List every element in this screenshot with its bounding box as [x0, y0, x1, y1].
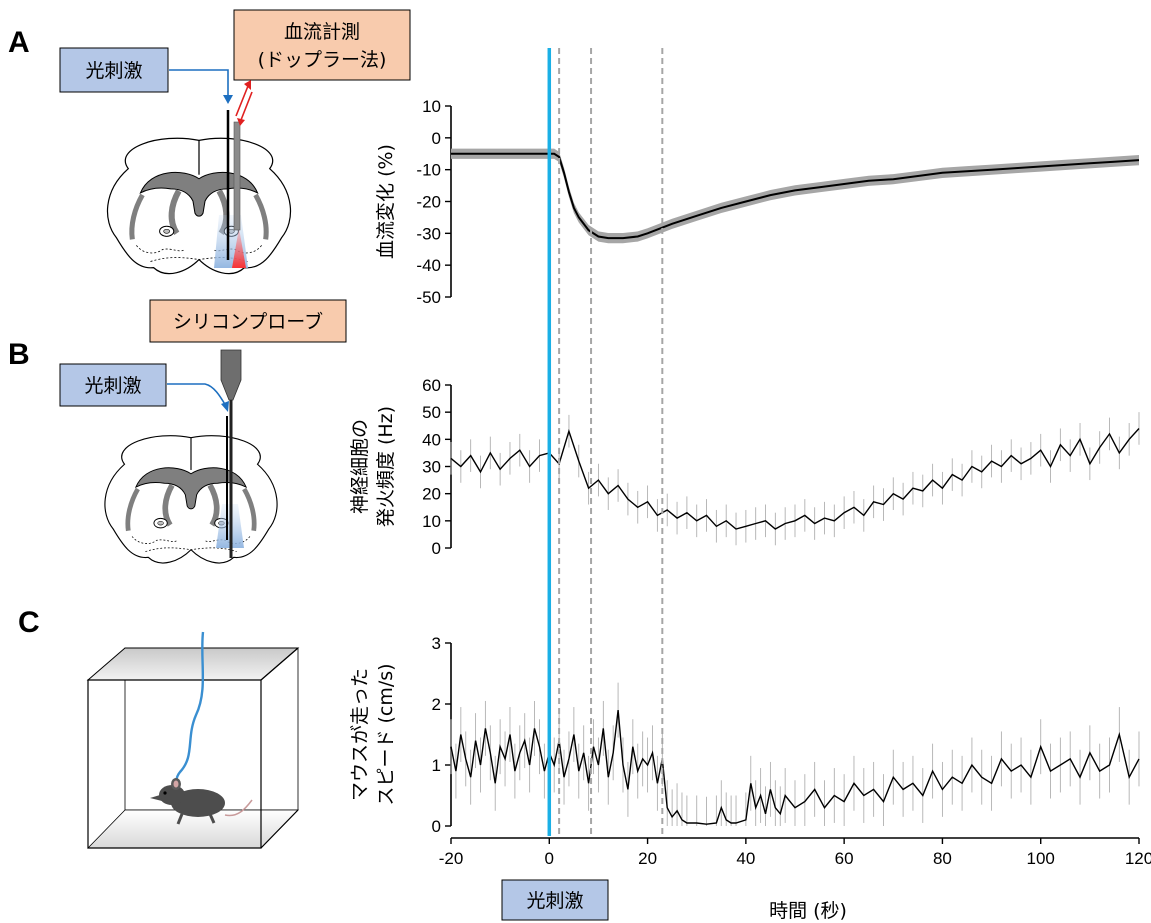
brain-section-icon-b	[105, 436, 277, 563]
y-tick-label: 40	[422, 430, 441, 449]
silicon-probe-icon	[220, 349, 242, 401]
arena-edge-tr	[260, 647, 299, 681]
data-trace	[450, 710, 1140, 825]
y-tick-label: 10	[422, 97, 441, 116]
y-tick-label: 60	[422, 376, 441, 395]
panel-letter-c: C	[18, 606, 40, 639]
x-tick-label: 80	[933, 849, 952, 868]
mouse-icon	[150, 778, 253, 825]
stim-arrowhead-a	[223, 95, 233, 104]
stim-box-bottom	[501, 879, 609, 921]
doppler-arrowhead-up	[244, 80, 251, 90]
stim-pointer-a	[169, 69, 229, 100]
arena-edge-br	[260, 809, 299, 849]
y-tick-label: -10	[416, 161, 441, 180]
y-tick-label: -30	[416, 224, 441, 243]
chart-1: 10 0 -10 -20 -30 -40 -50 血流変化 (%)	[375, 97, 1140, 307]
doppler-arrow-down	[240, 91, 253, 121]
stim-box-b	[59, 363, 167, 407]
y-tick-label: -20	[416, 193, 441, 212]
x-tick-label: 40	[736, 849, 755, 868]
panel-c-illustration	[86, 631, 300, 849]
doppler-label-line1: 血流計測	[284, 21, 360, 43]
y-tick-label: 50	[422, 403, 441, 422]
y-axis-label: 神経細胞の	[349, 419, 371, 514]
data-trace	[451, 152, 1140, 240]
y-tick-label: -50	[416, 288, 441, 307]
x-tick-label: 60	[835, 849, 854, 868]
y-axis-label: 発火頻度 (Hz)	[375, 406, 397, 527]
chart-3: 3 2 1 0 マウスが走った スピード (cm/s) -20 0 20 40 60 80 100 120…	[349, 634, 1151, 922]
y-tick-label: 0	[432, 129, 441, 148]
x-tick-label: 0	[545, 849, 554, 868]
stim-box-a	[59, 47, 169, 93]
doppler-cone	[232, 228, 246, 268]
stim-label-a: 光刺激	[85, 60, 142, 82]
sem-band	[451, 148, 1139, 244]
y-axis-label: スピード (cm/s)	[375, 663, 397, 805]
brain-section-icon	[107, 138, 290, 273]
doppler-label-line2: (ドップラー法)	[258, 49, 387, 71]
y-tick-label: 10	[422, 512, 441, 531]
y-axis-label: マウスが走った	[349, 668, 371, 801]
y-tick-label: 0	[432, 817, 441, 836]
stim-arrowhead-b	[221, 401, 229, 412]
y-tick-label: 20	[422, 485, 441, 504]
y-tick-label: 1	[432, 756, 441, 775]
x-tick-label: 120	[1125, 849, 1151, 868]
y-tick-label: 30	[422, 458, 441, 477]
panel-letter-b: B	[8, 338, 30, 371]
x-tick-label: 100	[1027, 849, 1055, 868]
stim-label-b: 光刺激	[84, 375, 141, 397]
x-axis-label: 時間 (秒)	[769, 900, 847, 922]
y-tick-label: 3	[432, 634, 441, 653]
y-tick-label: 2	[432, 695, 441, 714]
x-tick-label: -20	[439, 849, 464, 868]
y-tick-label: -40	[416, 256, 441, 275]
stim-pointer-b	[167, 383, 227, 407]
y-tick-label: 0	[432, 539, 441, 558]
data-trace	[450, 428, 1140, 530]
panel-a-illustration: 光刺激 血流計測 (ドップラー法)	[59, 9, 411, 274]
chart-2: 60 50 40 30 20 10 0 神経細胞の 発火頻度 (Hz)	[349, 376, 1140, 558]
y-axis-label: 血流変化 (%)	[375, 144, 397, 259]
probe-box	[149, 299, 347, 343]
doppler-probe	[233, 121, 241, 231]
panel-letter-a: A	[8, 26, 30, 59]
doppler-box	[233, 9, 411, 81]
doppler-arrow-up	[235, 85, 249, 117]
x-tick-label: 20	[638, 849, 657, 868]
panel-b-illustration: シリコンプローブ 光刺激	[59, 299, 347, 563]
probe-label: シリコンプローブ	[173, 310, 323, 333]
doppler-arrowhead-down	[237, 118, 245, 126]
stim-label-bottom: 光刺激	[526, 890, 583, 912]
